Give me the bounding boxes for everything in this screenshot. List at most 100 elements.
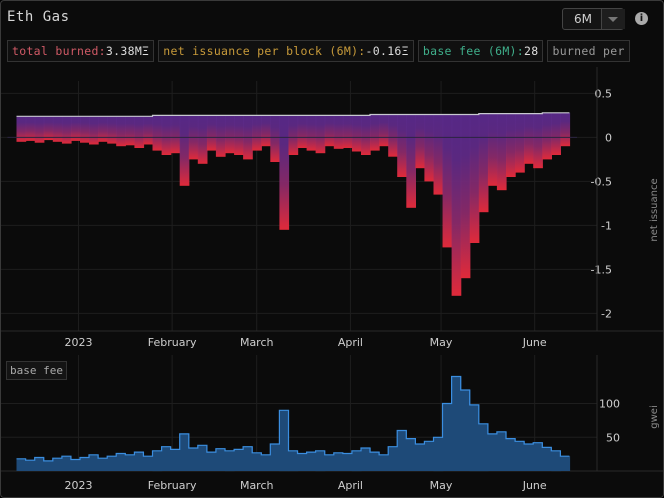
y-axis-label: net issuance [649,178,660,241]
net-issuance-bar [433,114,444,195]
x-tick-label: April [338,336,363,349]
base-fee-bar [225,450,235,472]
x-tick-label: March [240,336,274,349]
legend-base-fee-label: base fee (6M): [422,44,525,58]
x-tick-label: June [522,479,547,492]
legend-burned-per-label: burned per [552,44,625,58]
net-issuance-bar [406,114,416,208]
net-issuance-bar [333,115,344,149]
net-issuance-bar [288,115,299,155]
base-fee-chart[interactable]: 2023 February March April May June 100 50 gwei [1,355,663,497]
net-issuance-bar [388,114,398,157]
y-tick-label: 0 [605,131,612,144]
net-issuance-bar [460,114,471,279]
base-fee-bar [215,448,226,471]
net-issuance-bar [261,115,271,147]
base-fee-bar [424,441,435,471]
range-select[interactable]: 6M [562,8,625,30]
net-issuance-bar [52,116,63,142]
range-select-value: 6M [574,12,592,26]
net-issuance-bar [170,115,181,154]
base-fee-bar [234,449,244,471]
x-tick-label: February [148,336,197,349]
base-fee-bar [560,456,571,471]
issuance-line [16,112,570,117]
net-issuance-bar [361,115,371,155]
info-icon[interactable]: i [635,12,648,25]
base-fee-chart-tag: base fee [6,361,67,380]
x-tick-label: May [430,479,453,492]
base-fee-bar [542,447,552,471]
x-tick-label: February [148,479,197,492]
net-issuance-bar [61,116,72,144]
net-issuance-bar [270,115,280,162]
base-fee-bar [197,445,208,471]
net-issuance-bar [116,116,126,147]
y-tick-label: 50 [606,431,620,444]
x-tick-label: April [338,479,363,492]
net-issuance-bar [379,114,389,147]
legend-total-burned[interactable]: total burned:3.38MΞ [7,40,155,62]
legend-base-fee-value: 28 [524,44,539,58]
base-fee-bar [469,404,480,472]
net-issuance-bar [125,116,135,146]
base-fee-bar [515,441,525,471]
base-fee-bar [370,452,380,471]
net-issuance-bar [496,113,507,191]
base-fee-bar [80,457,90,471]
net-issuance-bar [25,116,36,141]
base-fee-bar [125,454,135,471]
base-fee-bar [379,454,389,471]
base-fee-bar [116,453,126,471]
base-fee-line [16,375,570,462]
net-issuance-bar [324,115,335,147]
legend-base-fee[interactable]: base fee (6M):28 [417,40,544,62]
x-tick-label: June [522,336,547,349]
base-fee-bar [152,450,163,472]
net-issuance-bar [315,115,326,154]
base-fee-bar [333,452,344,471]
net-issuance-bar [397,114,407,177]
base-fee-bar [315,450,326,472]
base-fee-bar [89,454,99,471]
base-fee-bar [288,450,299,472]
legend-net-issuance[interactable]: net issuance per block (6M):-0.16Ξ [158,40,414,62]
base-fee-bar [188,448,199,471]
net-issuance-bar [370,114,380,151]
base-fee-bar [161,446,172,471]
base-fee-bar [179,433,190,471]
x-tick-label: May [430,336,453,349]
chevron-down-icon[interactable] [601,9,625,29]
y-tick-label: 100 [599,398,620,411]
net-issuance-bar [89,116,99,145]
net-issuance-bar [34,116,45,143]
base-fee-bar [143,456,154,471]
net-issuance-bar [143,116,154,145]
base-fee-bar [361,448,371,471]
net-issuance-bar [469,114,480,243]
base-fee-bar [415,444,426,471]
base-fee-bar [52,458,63,471]
net-issuance-bar [98,116,108,142]
net-issuance-bar [16,116,27,142]
legend-bar: total burned:3.38MΞ net issuance per bloc… [1,37,663,65]
panel-title: Eth Gas [7,9,70,25]
net-issuance-bar [451,114,462,296]
base-fee-bar [524,444,534,471]
legend-burned-per[interactable]: burned per [547,40,630,62]
net-issuance-bar [215,115,226,157]
base-fee-bar [406,438,416,471]
x-tick-label: 2023 [64,336,92,349]
legend-net-issuance-value: -0.16Ξ [365,44,409,58]
net-issuance-chart[interactable]: 2023 February March April May June 0.5 0 -0.5 -1 -… [1,67,663,357]
net-issuance-bar [279,115,290,230]
net-issuance-bar [80,116,90,143]
y-tick-label: 0.5 [595,87,613,100]
net-issuance-bar [415,114,426,169]
net-issuance-bar [161,115,172,155]
net-issuance-bar [197,115,208,164]
base-fee-bar [388,446,398,471]
base-fee-bar [134,452,145,471]
net-issuance-bar [442,114,453,248]
base-fee-bar [351,450,362,472]
